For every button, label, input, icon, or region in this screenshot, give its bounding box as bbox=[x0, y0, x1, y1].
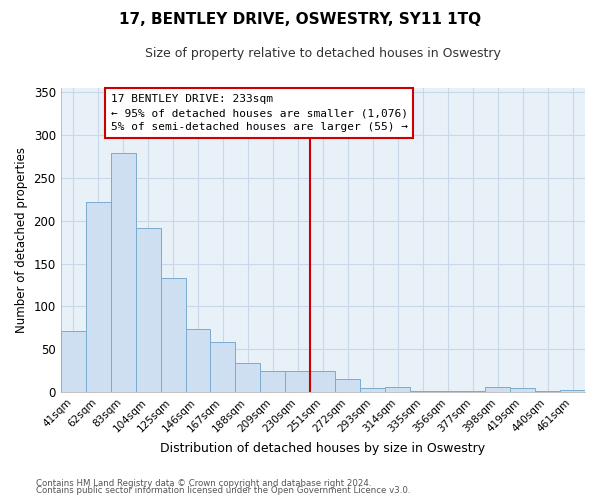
Bar bbox=[185, 330, 211, 392]
Bar bbox=[335, 379, 360, 392]
Bar bbox=[61, 331, 86, 392]
Bar bbox=[510, 388, 535, 392]
Title: Size of property relative to detached houses in Oswestry: Size of property relative to detached ho… bbox=[145, 48, 501, 60]
Bar bbox=[136, 228, 161, 392]
Text: Contains public sector information licensed under the Open Government Licence v3: Contains public sector information licen… bbox=[36, 486, 410, 495]
Bar bbox=[460, 391, 485, 392]
X-axis label: Distribution of detached houses by size in Oswestry: Distribution of detached houses by size … bbox=[160, 442, 485, 455]
Bar bbox=[485, 387, 510, 392]
Bar bbox=[260, 372, 286, 392]
Bar bbox=[385, 387, 410, 392]
Bar bbox=[435, 391, 460, 392]
Y-axis label: Number of detached properties: Number of detached properties bbox=[15, 147, 28, 333]
Text: Contains HM Land Registry data © Crown copyright and database right 2024.: Contains HM Land Registry data © Crown c… bbox=[36, 478, 371, 488]
Bar bbox=[310, 370, 335, 392]
Bar bbox=[410, 391, 435, 392]
Bar bbox=[535, 391, 560, 392]
Bar bbox=[211, 342, 235, 392]
Bar bbox=[560, 390, 585, 392]
Bar bbox=[86, 202, 110, 392]
Text: 17, BENTLEY DRIVE, OSWESTRY, SY11 1TQ: 17, BENTLEY DRIVE, OSWESTRY, SY11 1TQ bbox=[119, 12, 481, 28]
Bar bbox=[161, 278, 185, 392]
Bar bbox=[360, 388, 385, 392]
Bar bbox=[286, 372, 310, 392]
Text: 17 BENTLEY DRIVE: 233sqm
← 95% of detached houses are smaller (1,076)
5% of semi: 17 BENTLEY DRIVE: 233sqm ← 95% of detach… bbox=[110, 94, 407, 132]
Bar bbox=[235, 363, 260, 392]
Bar bbox=[110, 153, 136, 392]
